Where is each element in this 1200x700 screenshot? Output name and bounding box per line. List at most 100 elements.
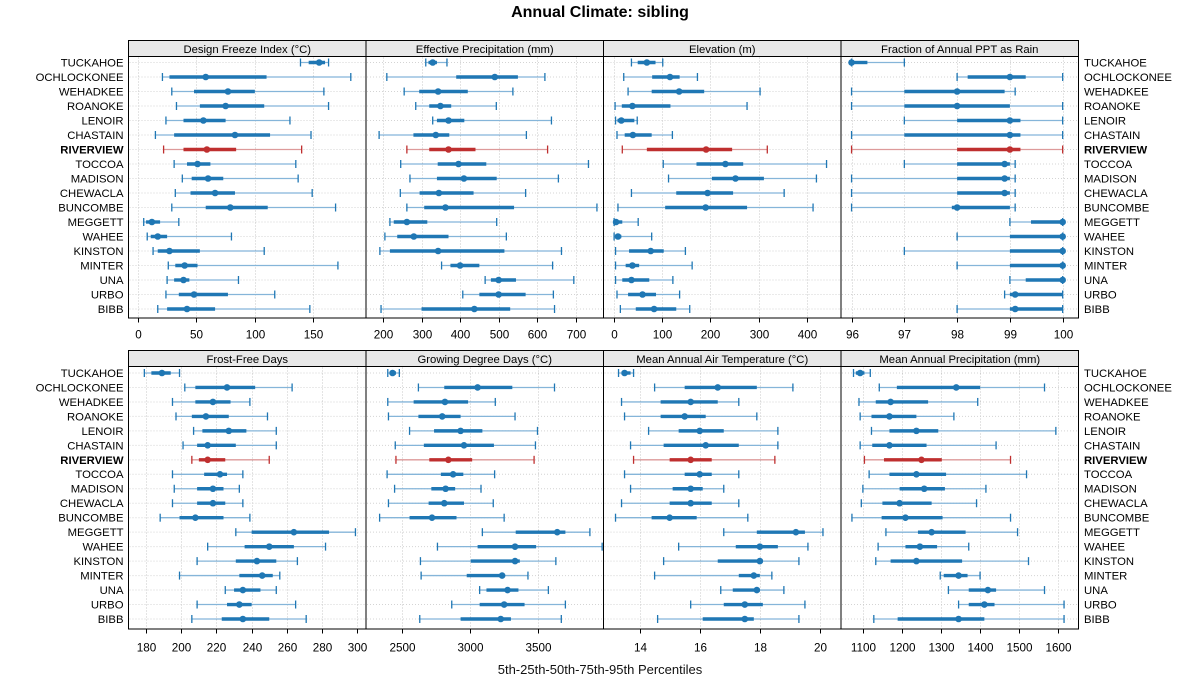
site-label-left-wehadkee: WEHADKEE: [59, 86, 124, 98]
panel-growing-degree-days-c-strip-title: Growing Degree Days (°C): [418, 354, 553, 366]
panel-growing-degree-days-c-median-dot: [504, 586, 511, 594]
panel-growing-degree-days-c-median-dot: [449, 470, 457, 478]
panel-mean-annual-air-temperature-c-median-dot: [687, 499, 694, 507]
panel-frost-free-days-tick-label: 260: [278, 642, 298, 655]
panel-growing-degree-days-c-median-dot: [553, 528, 561, 536]
panel-frost-free-days-median-dot: [209, 499, 217, 507]
panel-mean-annual-air-temperature-c-median-dot: [696, 427, 704, 435]
site-label-left-chewacla: CHEWACLA: [60, 498, 124, 510]
panel-frost-free-days-tick-label: 220: [207, 642, 227, 655]
site-label-right-wahee: WAHEE: [1084, 542, 1125, 554]
site-label-left-bibb: BIBB: [98, 614, 124, 626]
panel-design-freeze-index-c-median-dot: [222, 102, 229, 110]
panel-elevation-m-median-dot: [647, 247, 655, 255]
panel-mean-annual-air-temperature-c-median-dot: [681, 413, 688, 420]
panel-growing-degree-days-c-median-dot: [474, 384, 481, 391]
panel-elevation-m-median-dot: [650, 305, 658, 313]
panel-frost-free-days-median-dot: [258, 572, 266, 579]
site-label-left-wehadkee: WEHADKEE: [59, 397, 124, 409]
site-label-right-roanoke: ROANOKE: [1084, 411, 1141, 423]
panel-mean-annual-precipitation-mm-median-dot: [913, 557, 920, 565]
panel-elevation-m-median-dot: [702, 146, 710, 153]
panel-effective-precipitation-mm-median-dot: [435, 189, 443, 197]
panel-design-freeze-index-c-median-dot: [200, 117, 207, 124]
panel-growing-degree-days-c-tick-label: 2500: [389, 642, 416, 655]
panel-effective-precipitation-mm-median-dot: [442, 204, 449, 211]
site-label-left-minter: MINTER: [80, 260, 123, 272]
site-label-right-ochlockonee: OCHLOCKONEE: [1084, 382, 1172, 394]
panel-effective-precipitation-mm-median-dot: [445, 146, 452, 153]
panel-mean-annual-precipitation-mm-median-dot: [984, 586, 992, 594]
panel-mean-annual-precipitation-mm-median-dot: [928, 528, 935, 536]
site-label-left-tuckahoe: TUCKAHOE: [61, 57, 124, 69]
panel-effective-precipitation-mm-median-dot: [460, 175, 468, 182]
site-label-right-wehadkee: WEHADKEE: [1084, 86, 1149, 98]
panel-mean-annual-precipitation-mm-median-dot: [913, 427, 920, 435]
chart-caption: 5th-25th-50th-75th-95th Percentiles: [497, 662, 703, 677]
site-label-right-bibb: BIBB: [1084, 614, 1110, 626]
panel-elevation-m-median-dot: [732, 175, 739, 182]
panel-mean-annual-air-temperature-c-median-dot: [756, 543, 764, 550]
site-label-left-wahee: WAHEE: [82, 542, 123, 554]
panel-mean-annual-precipitation-mm-tick-label: 1400: [967, 642, 994, 655]
site-label-left-meggett: MEGGETT: [68, 527, 124, 539]
panel-elevation-m-median-dot: [628, 276, 635, 284]
panel-growing-degree-days-c-median-dot: [511, 557, 519, 565]
panel-elevation-m-median-dot: [643, 59, 651, 66]
panel-elevation-m-median-dot: [702, 204, 709, 211]
panel-effective-precipitation-mm-tick-label: 400: [451, 329, 471, 342]
panel-mean-annual-precipitation-mm-border: [840, 366, 1079, 630]
site-label-right-buncombe: BUNCOMBE: [1084, 513, 1150, 525]
panel-fraction-of-annual-ppt-as-rain-tick-label: 97: [898, 329, 911, 342]
panel-effective-precipitation-mm-tick-label: 300: [413, 329, 433, 342]
panel-growing-degree-days-c-median-dot: [498, 572, 506, 579]
panel-mean-annual-precipitation-mm-median-dot: [952, 384, 960, 391]
panel-effective-precipitation-mm-median-dot: [471, 305, 478, 313]
site-label-left-toccoa: TOCCOA: [75, 159, 124, 171]
site-label-right-buncombe: BUNCOMBE: [1084, 202, 1150, 214]
panel-mean-annual-air-temperature-c-tick-label: 20: [814, 642, 828, 655]
site-label-left-ochlockonee: OCHLOCKONEE: [36, 382, 124, 394]
panel-design-freeze-index-c-median-dot: [204, 175, 212, 182]
panel-fraction-of-annual-ppt-as-rain-median-dot: [1001, 160, 1008, 168]
panel-elevation-m-median-dot: [639, 291, 646, 298]
panel-frost-free-days-tick-label: 300: [348, 642, 368, 655]
site-label-right-kinston: KINSTON: [1084, 246, 1134, 258]
panel-frost-free-days-bg: [128, 366, 366, 629]
panel-frost-free-days-median-dot: [223, 384, 231, 391]
panel-mean-annual-air-temperature-c-median-dot: [741, 615, 749, 623]
panel-frost-free-days-tick-label: 180: [137, 642, 157, 655]
panel-mean-annual-air-temperature-c-median-dot: [753, 586, 761, 594]
panel-design-freeze-index-c-strip-title: Design Freeze Index (°C): [183, 44, 311, 56]
panel-design-freeze-index-c-median-dot: [231, 131, 239, 139]
panel-effective-precipitation-mm-median-dot: [491, 73, 499, 81]
panel-fraction-of-annual-ppt-as-rain-border: [840, 56, 1079, 319]
panel-frost-free-days-median-dot: [204, 442, 211, 449]
panel-design-freeze-index-c-bg: [128, 56, 366, 318]
site-label-left-kinston: KINSTON: [73, 556, 123, 568]
site-label-left-una: UNA: [100, 275, 124, 287]
site-label-right-madison: MADISON: [1084, 484, 1137, 496]
panel-mean-annual-precipitation-mm-tick-label: 1600: [1045, 642, 1072, 655]
panel-effective-precipitation-mm-median-dot: [455, 160, 462, 168]
panel-design-freeze-index-c-median-dot: [148, 218, 156, 226]
panel-mean-annual-precipitation-mm-median-dot: [920, 485, 928, 493]
panel-design-freeze-index-c-median-dot: [203, 146, 211, 153]
panel-elevation-m-tick-label: 100: [653, 329, 673, 342]
panel-frost-free-days-median-dot: [265, 543, 273, 550]
site-label-left-tuckahoe: TUCKAHOE: [61, 368, 124, 380]
panel-elevation-m-median-dot: [614, 233, 622, 240]
panel-growing-degree-days-c-tick-label: 3000: [457, 642, 484, 655]
panel-frost-free-days-median-dot: [236, 601, 243, 608]
panel-fraction-of-annual-ppt-as-rain-strip-title: Fraction of Annual PPT as Rain: [881, 44, 1038, 56]
chart-title: Annual Climate: sibling: [511, 4, 689, 21]
panel-fraction-of-annual-ppt-as-rain-bg: [841, 56, 1079, 318]
panel-frost-free-days-tick-label: 200: [172, 642, 192, 655]
site-label-right-meggett: MEGGETT: [1084, 527, 1140, 539]
panel-design-freeze-index-c-median-dot: [202, 73, 210, 81]
site-label-right-chewacla: CHEWACLA: [1084, 188, 1148, 200]
panel-effective-precipitation-mm-tick-label: 200: [374, 329, 394, 342]
panel-mean-annual-precipitation-mm-median-dot: [902, 514, 909, 521]
panel-effective-precipitation-mm-tick-label: 600: [528, 329, 548, 342]
